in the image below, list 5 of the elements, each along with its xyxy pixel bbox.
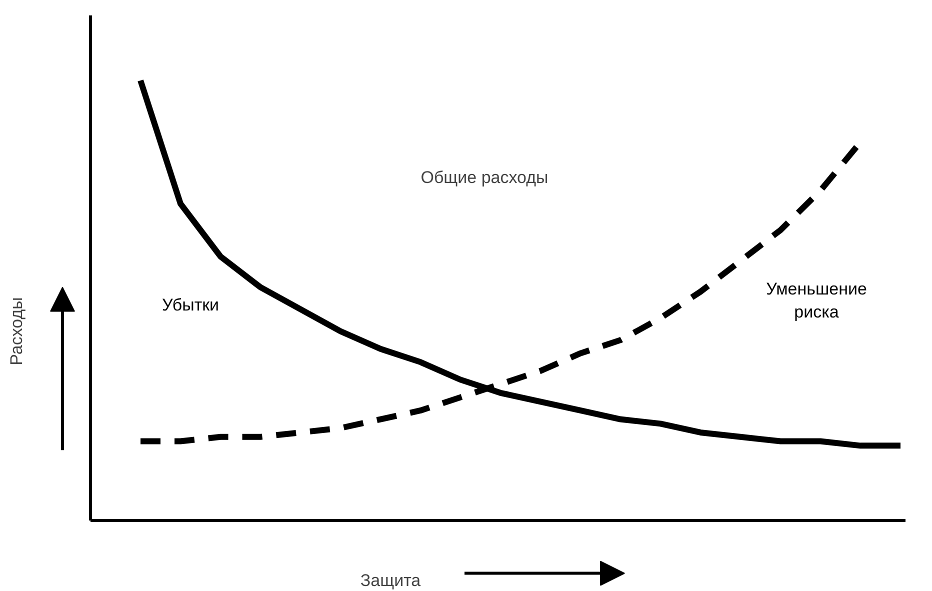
x-axis-title: Защита	[360, 570, 422, 590]
series-label: Уменьшение риска	[766, 280, 867, 322]
y-axis-title: Расходы	[7, 297, 26, 366]
series-label: Убытки	[162, 295, 220, 314]
annotation: Общие расходы	[420, 168, 548, 187]
